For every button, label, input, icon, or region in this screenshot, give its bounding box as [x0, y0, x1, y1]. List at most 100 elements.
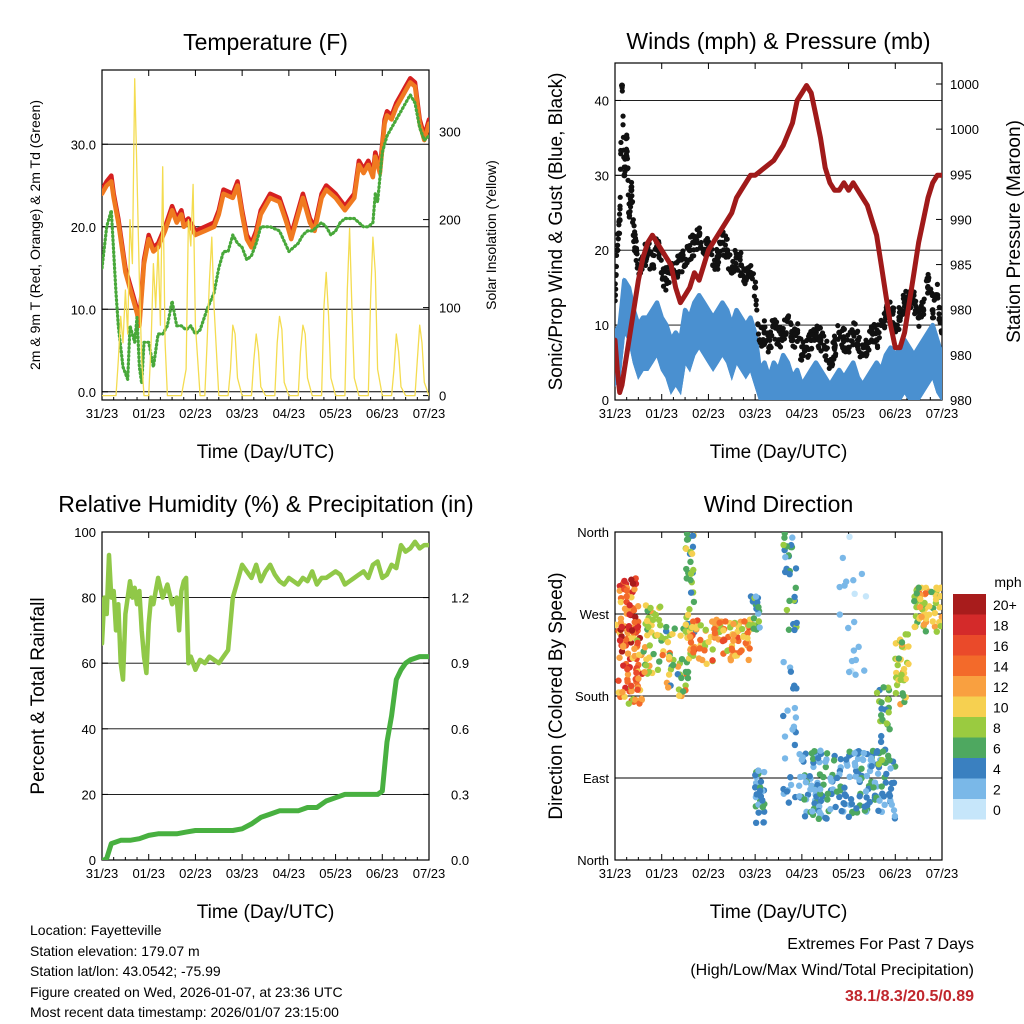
data-point — [855, 643, 862, 651]
y-tick-label: North — [577, 525, 609, 540]
data-point — [883, 720, 890, 727]
x-tick-label: 04/23 — [786, 406, 819, 421]
data-point — [791, 704, 799, 712]
data-point — [930, 315, 937, 321]
data-point — [852, 762, 859, 770]
data-point — [916, 306, 922, 312]
data-point — [823, 346, 829, 352]
data-point — [922, 628, 930, 635]
legend-label: 18 — [993, 618, 1009, 634]
data-point — [843, 756, 850, 763]
data-point — [630, 607, 638, 614]
legend-swatch — [953, 717, 986, 738]
data-point — [624, 671, 632, 678]
data-point — [615, 252, 620, 259]
legend-swatch — [953, 799, 986, 820]
data-point — [647, 604, 654, 612]
data-point — [876, 797, 883, 804]
data-point — [894, 661, 901, 669]
data-point — [730, 637, 737, 644]
data-point — [761, 318, 767, 324]
data-point — [617, 194, 623, 200]
data-point — [627, 682, 635, 690]
x-tick-label: 31/23 — [86, 406, 119, 421]
y-tick-label: 20.0 — [71, 220, 96, 235]
data-point — [845, 668, 853, 676]
y2-axis-label: Station Pressure (Maroon) — [1004, 120, 1024, 343]
extremes-subtitle: (High/Low/Max Wind/Total Precipitation) — [690, 962, 974, 979]
data-point — [841, 800, 848, 808]
x-tick-label: 04/23 — [273, 866, 306, 881]
data-point — [750, 625, 757, 632]
data-point — [619, 85, 625, 91]
data-point — [625, 700, 633, 707]
data-point — [855, 328, 861, 334]
data-point — [868, 755, 875, 762]
data-point — [629, 193, 635, 199]
data-point — [744, 630, 751, 637]
data-point — [816, 790, 824, 797]
data-point — [628, 187, 635, 193]
data-point — [755, 809, 762, 816]
data-point — [745, 656, 752, 664]
data-point — [744, 634, 751, 642]
data-point — [815, 326, 821, 332]
data-point — [793, 685, 800, 692]
data-point — [858, 570, 866, 578]
data-point — [801, 813, 809, 820]
y-tick-label: West — [580, 607, 610, 622]
x-tick-label: 02/23 — [179, 866, 212, 881]
data-point — [877, 712, 885, 719]
data-point — [886, 792, 894, 800]
data-point — [796, 335, 802, 341]
data-point — [875, 807, 882, 814]
data-point — [683, 565, 690, 573]
data-point — [927, 286, 933, 293]
data-point — [699, 656, 706, 664]
data-point — [623, 593, 630, 600]
data-point — [632, 229, 638, 235]
data-point — [881, 801, 888, 809]
data-point — [724, 236, 730, 242]
x-tick-label: 02/23 — [179, 406, 212, 421]
data-point — [730, 258, 736, 265]
data-point — [813, 333, 819, 339]
data-point — [870, 331, 876, 337]
data-point — [879, 748, 887, 755]
data-point — [615, 677, 622, 684]
data-point — [874, 770, 882, 777]
plot-area — [615, 532, 942, 827]
data-point — [848, 657, 856, 665]
data-point — [689, 543, 697, 551]
y2-tick-label: 995 — [950, 167, 972, 182]
data-point — [624, 148, 630, 155]
data-point — [936, 315, 942, 321]
x-tick-label: 07/23 — [413, 866, 446, 881]
legend-label: 16 — [993, 638, 1009, 654]
data-point — [615, 298, 618, 304]
data-point — [754, 307, 760, 313]
y2-tick-label: 0.3 — [451, 787, 469, 802]
data-point — [646, 642, 653, 649]
data-point — [900, 311, 906, 317]
legend-swatch — [953, 696, 986, 717]
data-point — [817, 786, 824, 793]
legend-swatch — [953, 635, 986, 656]
data-point — [920, 621, 928, 628]
data-point — [937, 622, 942, 630]
data-point — [818, 348, 824, 354]
data-point — [829, 363, 835, 369]
data-point — [741, 618, 748, 625]
data-point — [615, 272, 619, 278]
data-point — [664, 638, 672, 646]
x-tick-label: 07/23 — [926, 866, 959, 881]
data-point — [676, 692, 683, 699]
data-point — [633, 669, 640, 677]
y-tick-label: North — [577, 853, 609, 868]
data-point — [776, 342, 782, 348]
data-point — [932, 596, 940, 603]
data-point — [902, 631, 909, 638]
data-point — [690, 239, 696, 245]
data-point — [633, 257, 639, 264]
data-point — [806, 352, 812, 359]
